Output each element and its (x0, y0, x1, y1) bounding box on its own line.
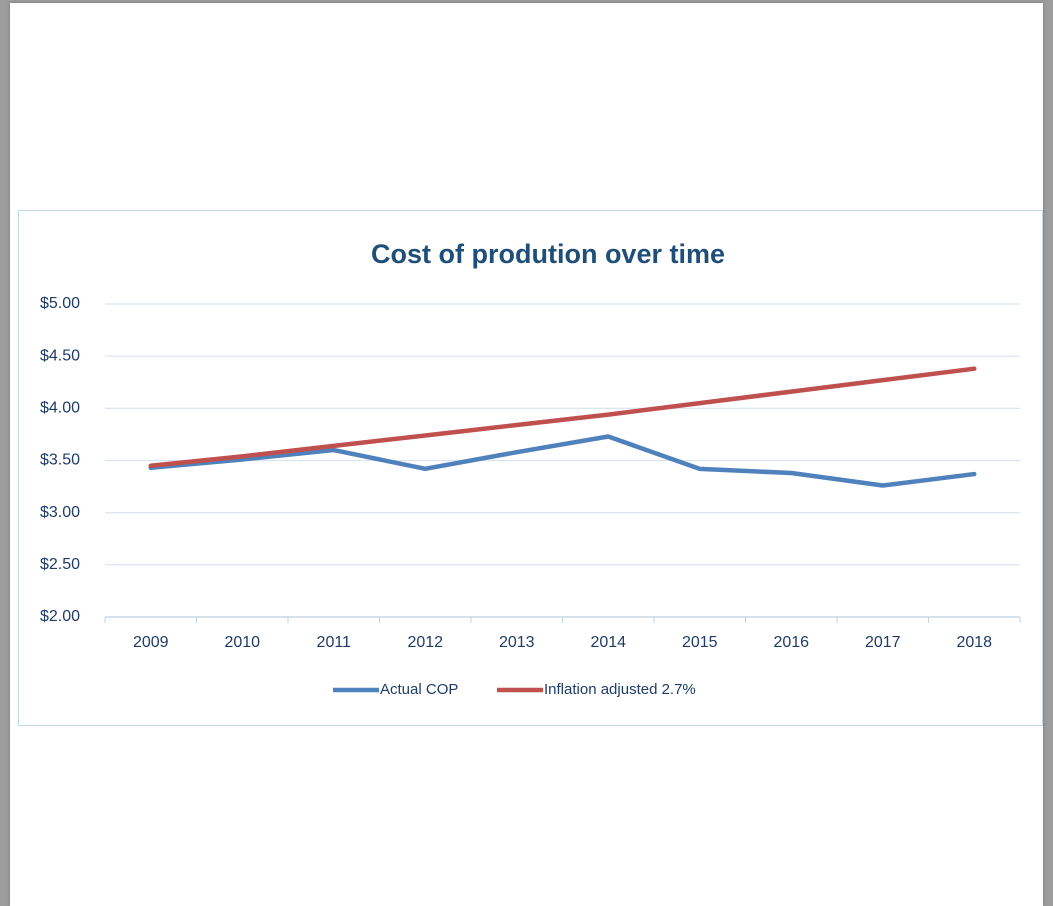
x-tick-label: 2013 (499, 634, 535, 651)
x-tick-label: 2016 (773, 634, 809, 651)
y-tick-label: $2.50 (40, 556, 80, 573)
x-tick-label: 2017 (865, 634, 901, 651)
x-tick-label: 2011 (317, 634, 352, 651)
x-tick-label: 2015 (682, 634, 718, 651)
y-tick-label: $2.00 (40, 608, 80, 625)
y-tick-label: $3.00 (40, 504, 80, 521)
chart-frame (18, 210, 1043, 726)
y-tick-label: $4.50 (40, 347, 80, 364)
x-tick-label: 2009 (133, 634, 169, 651)
x-tick-label: 2010 (224, 634, 260, 651)
x-tick-label: 2014 (590, 634, 626, 651)
x-tick-label: 2012 (407, 634, 443, 651)
y-tick-label: $3.50 (40, 452, 80, 469)
y-tick-label: $5.00 (40, 295, 80, 312)
legend-label: Actual COP (380, 681, 458, 698)
line-series (148, 434, 977, 488)
chart-title: Cost of prodution over time (371, 239, 725, 269)
x-tick-label: 2018 (956, 634, 992, 651)
legend-label: Inflation adjusted 2.7% (544, 681, 696, 698)
line-series (148, 366, 977, 468)
y-tick-label: $4.00 (40, 400, 80, 417)
